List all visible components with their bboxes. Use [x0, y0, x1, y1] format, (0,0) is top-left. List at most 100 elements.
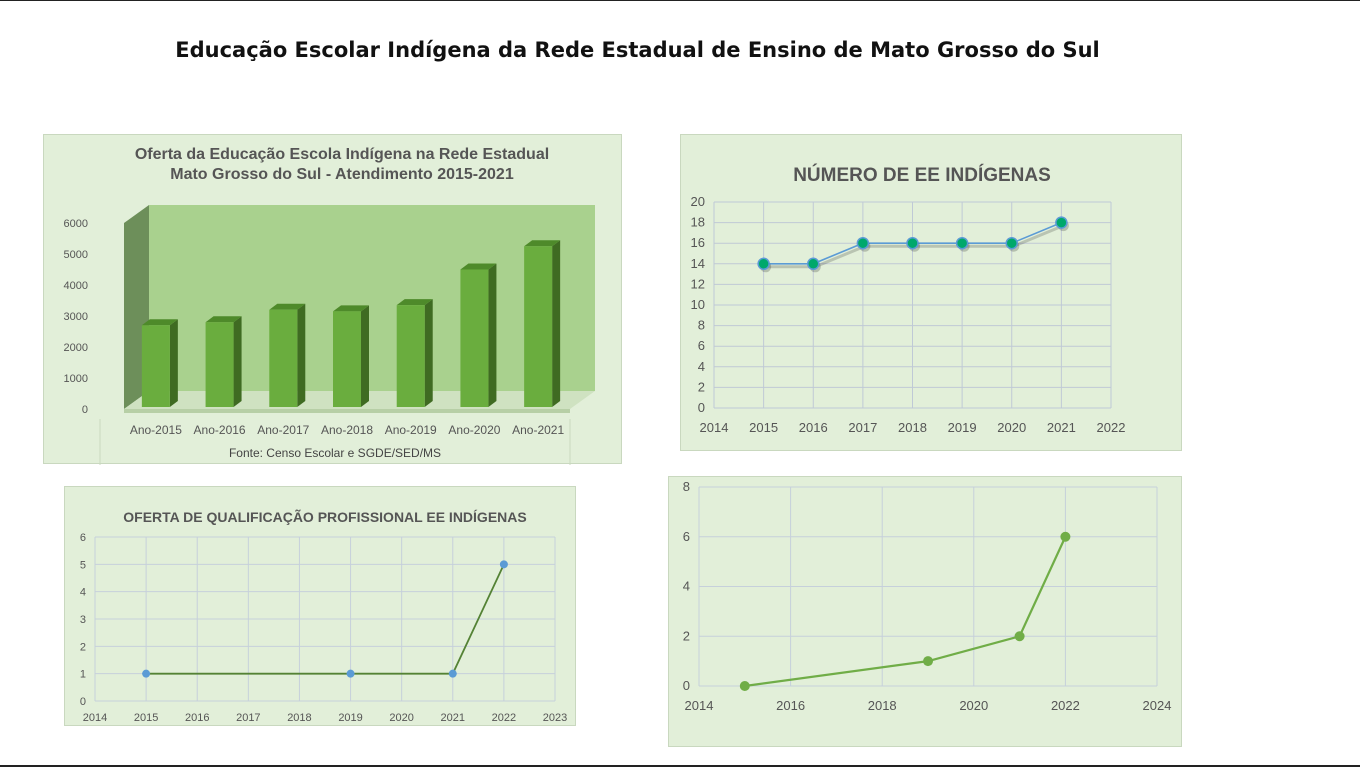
y-tick-label: 0: [82, 404, 88, 416]
y-tick-label: 8: [683, 479, 690, 494]
chart-title: OFERTA DE QUALIFICAÇÃO PROFISSIONAL EE I…: [123, 508, 526, 525]
data-point: [1005, 236, 1018, 250]
bar-side: [552, 240, 561, 407]
x-tick-label: Ano-2019: [385, 423, 437, 437]
x-tick-label: 2019: [948, 420, 977, 435]
data-point: [1055, 216, 1068, 229]
y-tick-label: 12: [691, 276, 705, 291]
data-point: [923, 656, 933, 667]
x-tick-label: 2018: [287, 712, 311, 724]
y-tick-label: 1000: [64, 373, 88, 385]
x-tick-label: 2019: [338, 712, 362, 724]
y-tick-label: 1: [80, 669, 86, 681]
y-tick-label: 5: [80, 559, 86, 571]
x-tick-label: Ano-2018: [321, 423, 373, 437]
x-tick-label: 2024: [1143, 698, 1172, 713]
y-tick-label: 2000: [64, 342, 88, 354]
y-tick-label: 10: [691, 297, 705, 312]
bar: [269, 309, 298, 407]
x-tick-label: 2020: [389, 712, 413, 724]
integrais-chart-panel: ABERTURA ESCOLAS INTEGRAISINDÍGENA024682…: [668, 476, 1182, 747]
y-tick-label: 4000: [64, 280, 88, 292]
x-tick-label: 2020: [959, 698, 988, 713]
x-tick-label: 2022: [1097, 420, 1126, 435]
data-point: [906, 236, 919, 250]
x-tick-label: 2014: [83, 712, 107, 724]
page-title: Educação Escolar Indígena da Rede Estadu…: [175, 38, 1100, 62]
y-tick-label: 2: [683, 628, 690, 643]
bar-top: [205, 316, 242, 323]
x-tick-label: 2023: [543, 712, 567, 724]
data-point: [1060, 531, 1071, 542]
data-point: [739, 681, 750, 691]
x-tick-label: 2021: [441, 712, 465, 724]
x-tick-label: Ano-2021: [512, 423, 564, 437]
bar: [460, 269, 489, 407]
y-tick-label: 2: [698, 379, 705, 394]
bar-top: [396, 299, 433, 306]
y-tick-label: 6000: [64, 218, 88, 230]
x-tick-label: Ano-2017: [257, 423, 309, 437]
bar-side: [233, 316, 242, 407]
numero-line-chart: NÚMERO DE EE INDÍGENAS024681012141618202…: [691, 164, 1126, 435]
integrais-line-chart: ABERTURA ESCOLAS INTEGRAISINDÍGENA024682…: [683, 479, 1172, 713]
x-tick-label: Ano-2020: [448, 423, 500, 437]
bar-top: [269, 303, 306, 310]
x-tick-label: Ano-2016: [194, 423, 246, 437]
data-point: [448, 669, 457, 678]
x-tick-label: Ano-2015: [130, 423, 182, 437]
y-tick-label: 6: [698, 338, 705, 353]
x-tick-label: 2014: [700, 420, 729, 435]
data-point: [346, 669, 355, 678]
x-tick-label: 2018: [868, 698, 897, 713]
bar-side: [169, 319, 178, 407]
x-tick-label: 2015: [749, 420, 778, 435]
bar: [524, 246, 553, 407]
oferta-bar-chart: Oferta da Educação Escola Indígena na Re…: [64, 146, 595, 465]
chart-title: NÚMERO DE EE INDÍGENAS: [793, 164, 1051, 186]
x-tick-label: 2021: [1047, 420, 1076, 435]
bar-top: [141, 319, 178, 326]
y-tick-label: 20: [691, 194, 705, 209]
series-line: [146, 563, 505, 675]
x-tick-label: 2015: [134, 712, 158, 724]
qualificacao-line-chart: OFERTA DE QUALIFICAÇÃO PROFISSIONAL EE I…: [80, 508, 567, 724]
y-tick-label: 2: [80, 641, 86, 653]
y-tick-label: 6: [683, 529, 690, 544]
y-tick-label: 4: [683, 579, 690, 594]
bar: [333, 311, 361, 407]
oferta-chart-panel: Oferta da Educação Escola Indígena na Re…: [43, 134, 622, 465]
y-tick-label: 8: [698, 318, 705, 333]
top-border: [0, 0, 1360, 1]
x-tick-label: 2017: [236, 712, 260, 724]
bar-side: [488, 263, 497, 407]
y-tick-label: 14: [691, 256, 705, 271]
floor-edge: [124, 409, 570, 413]
x-tick-label: 2022: [1051, 698, 1080, 713]
y-tick-label: 0: [698, 400, 705, 415]
y-tick-label: 5000: [64, 249, 88, 261]
series-line: [744, 536, 1067, 688]
data-point: [499, 560, 508, 569]
data-point: [757, 257, 770, 271]
chart-title-line: Oferta da Educação Escola Indígena na Re…: [135, 146, 549, 163]
y-tick-label: 18: [691, 215, 705, 230]
bar-top: [333, 305, 369, 312]
bar-side: [361, 305, 369, 407]
x-tick-label: 2014: [685, 698, 714, 713]
bar-side: [424, 299, 433, 407]
x-tick-label: 2016: [185, 712, 209, 724]
y-tick-label: 6: [80, 532, 86, 544]
chart-title-line: Mato Grosso do Sul - Atendimento 2015-20…: [170, 166, 514, 183]
x-tick-label: 2016: [799, 420, 828, 435]
y-tick-label: 3000: [64, 311, 88, 323]
x-tick-label: 2022: [492, 712, 516, 724]
data-point: [807, 257, 820, 271]
data-point: [1014, 631, 1025, 642]
bar: [396, 305, 425, 407]
x-tick-label: 2017: [848, 420, 877, 435]
data-point: [955, 236, 969, 250]
data-point: [142, 669, 151, 678]
y-tick-label: 4: [80, 587, 86, 599]
y-tick-label: 0: [80, 696, 86, 708]
